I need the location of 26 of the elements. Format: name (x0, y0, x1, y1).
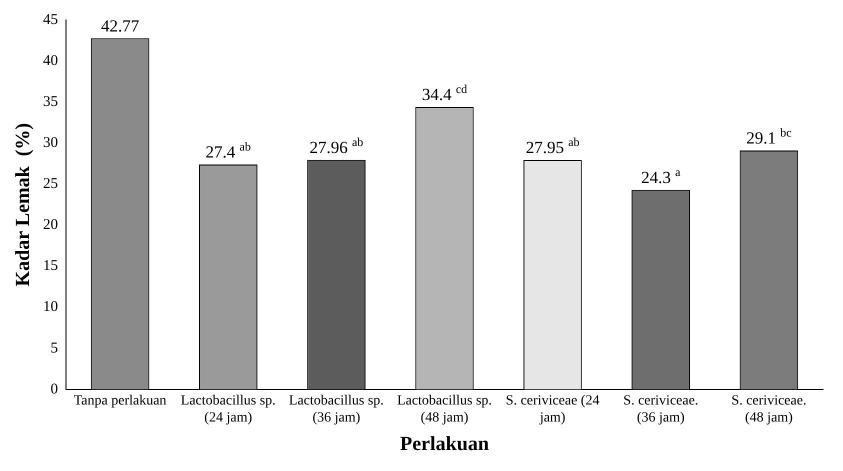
x-tick-label: S. ceriviceae. (48 jam) (731, 393, 806, 426)
x-tick-label: Lactobacillus sp. (36 jam) (288, 393, 384, 426)
data-label: 27.96 ab (309, 134, 364, 157)
y-tick-label: 45 (43, 12, 58, 28)
y-axis-title: Kadar Lemak (%) (12, 122, 34, 286)
data-label: 24.3 a (641, 164, 682, 187)
y-tick-label: 10 (43, 299, 58, 316)
data-label: 42.77 (100, 16, 140, 36)
x-tick-label: S. ceriviceae (24 jam) (506, 393, 600, 426)
x-tick-label: Lactobacillus sp. (48 jam) (397, 393, 492, 426)
y-tick-label: 35 (43, 94, 58, 110)
x-axis-title: Perlakuan (400, 433, 489, 456)
x-tick-label: Tanpa perlakuan (74, 393, 166, 408)
y-tick-label: 40 (43, 52, 58, 69)
y-tick-label: 0 (50, 381, 58, 398)
data-label: 34.4 cd (422, 82, 468, 104)
y-tick-label: 25 (43, 176, 58, 192)
x-tick-label: Lactobacillus sp. (24 jam) (180, 393, 276, 426)
data-label: 29.1 bc (746, 126, 792, 148)
y-tick-label: 20 (43, 217, 58, 234)
data-label: 27.95 ab (526, 134, 580, 157)
y-tick-label: 15 (43, 258, 58, 274)
x-tick-label: S. ceriviceae. (36 jam) (623, 393, 698, 426)
y-tick-label: 5 (50, 340, 58, 356)
data-label: 27.4 ab (206, 139, 251, 162)
y-tick-label: 30 (43, 135, 58, 152)
